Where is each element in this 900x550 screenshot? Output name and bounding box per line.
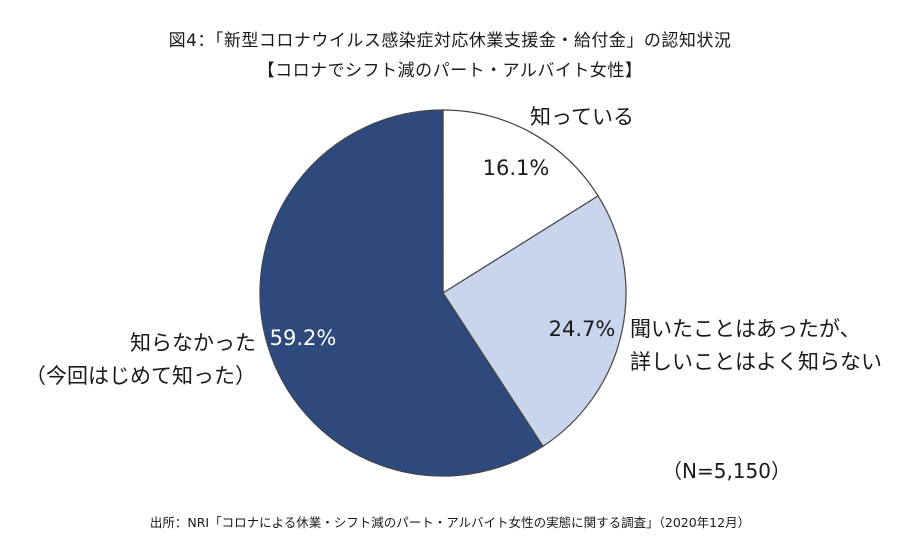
slice-heard-not-detailed-value-label: 24.7%: [549, 317, 616, 341]
slice-heard-not-detailed-category-label: 聞いたことはあったが、: [630, 317, 861, 341]
slice-heard-not-detailed-category-label: 詳しいことはよく知らない: [630, 350, 882, 374]
slice-unknown-category-label: 知らなかった: [130, 331, 256, 355]
slice-known-category-label: 知っている: [530, 105, 634, 129]
slice-known-value-label: 16.1%: [483, 156, 550, 180]
slice-known: [442, 109, 599, 295]
slice-unknown-category-label: （今回はじめて知った）: [25, 364, 256, 388]
chart-title: 図4：「新型コロナウイルス感染症対応休業支援金・給付金」の認知状況: [168, 31, 732, 51]
chart-subtitle: 【コロナでシフト減のパート・アルバイト女性】: [257, 61, 643, 81]
slice-unknown: [259, 109, 544, 477]
slice-unknown-value-label: 59.2%: [270, 326, 337, 350]
slice-heard-not-detailed: [442, 195, 627, 448]
sample-size-label: （N=5,150）: [662, 459, 791, 483]
source-note: 出所：NRI「コロナによる休業・シフト減のパート・アルバイト女性の実態に関する調…: [149, 515, 751, 530]
